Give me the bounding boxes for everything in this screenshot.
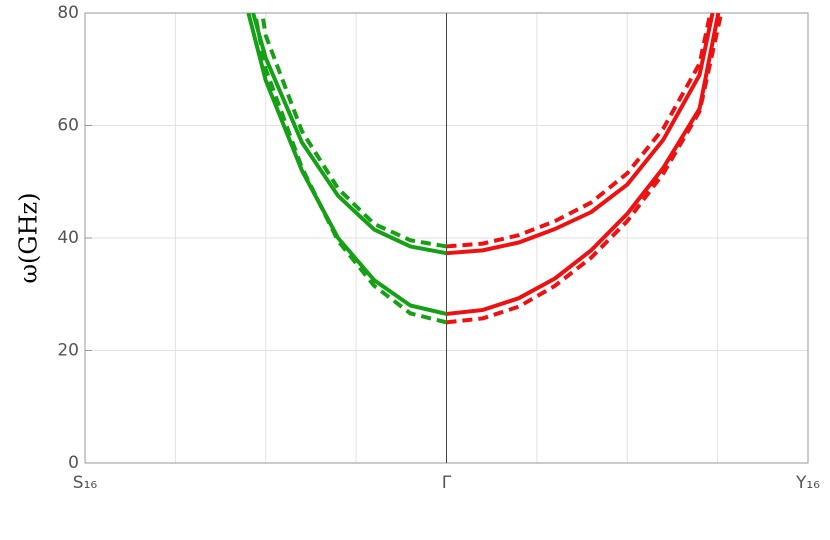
curve [251, 13, 447, 256]
y-tick-label: 20 [57, 341, 79, 361]
curve [446, 13, 721, 316]
x-tick-label: Y₁₆ [795, 473, 820, 493]
x-tick-label: S₁₆ [73, 473, 98, 493]
y-tick-label: 40 [57, 228, 79, 248]
y-tick-label: 0 [68, 453, 79, 473]
curve [246, 13, 447, 316]
curve [260, 13, 447, 249]
y-tick-label: 80 [57, 3, 79, 23]
curve [446, 13, 724, 325]
curve [446, 13, 713, 249]
curve [252, 13, 447, 325]
y-tick-label: 60 [57, 116, 79, 136]
x-tick-label: Γ [442, 473, 452, 493]
curve [446, 13, 715, 256]
y-axis-label: ω(GHz) [15, 192, 43, 283]
